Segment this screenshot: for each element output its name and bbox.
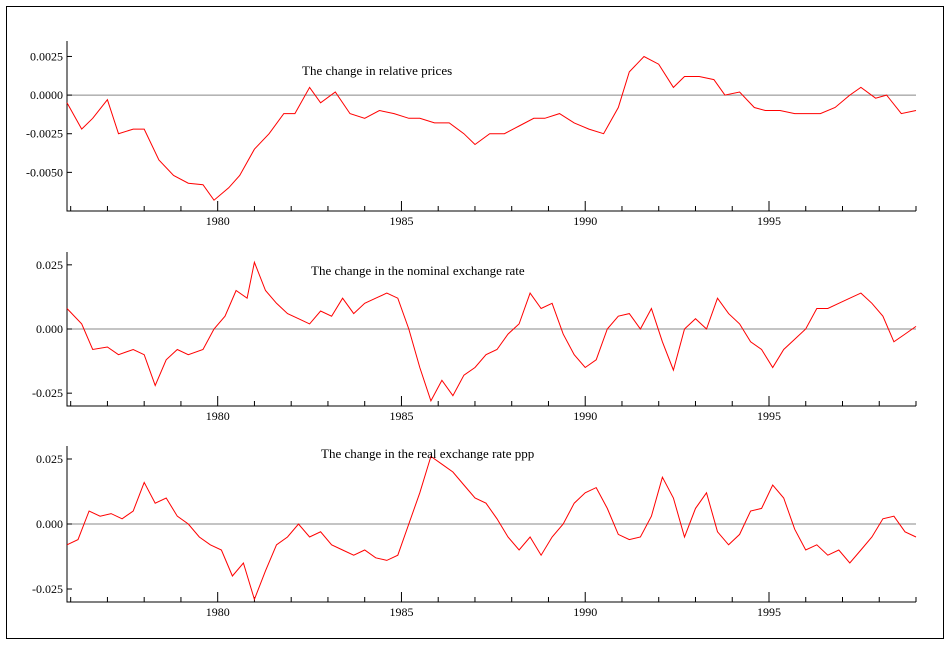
y-tick-label: 0.025 <box>36 258 63 272</box>
series-line <box>66 455 917 601</box>
y-tick-label: -0.025 <box>32 582 63 596</box>
x-tick-label: 1980 <box>206 409 230 423</box>
x-tick-label: 1980 <box>206 214 230 228</box>
y-tick-label: 0.0000 <box>30 88 63 102</box>
plot-area <box>67 41 916 211</box>
x-tick-label: 1995 <box>757 605 781 619</box>
x-tick-label: 1990 <box>573 214 597 228</box>
panel-title: The change in relative prices <box>302 63 452 78</box>
y-axis: 0.025 0.000 -0.025 <box>32 452 72 596</box>
axis-line <box>66 41 916 212</box>
panel-title: The change in the nominal exchange rate <box>311 263 525 278</box>
panel-nominal-exchange-rate: 0.025 0.000 -0.025 1980 1985 1990 1995 The ch… <box>32 252 917 423</box>
x-axis: 1980 1985 1990 1995 <box>70 592 917 619</box>
y-tick-label: -0.025 <box>32 386 63 400</box>
axis-line <box>66 446 916 603</box>
series-line <box>66 260 917 403</box>
y-tick-label: -0.0025 <box>26 127 63 141</box>
x-axis: 1980 1985 1990 1995 <box>70 201 917 228</box>
axis-line <box>66 252 916 407</box>
panel-title: The change in the real exchange rate ppp <box>321 446 534 461</box>
series-line <box>66 55 917 201</box>
x-tick-label: 1995 <box>757 214 781 228</box>
y-tick-label: -0.0050 <box>26 165 63 179</box>
y-tick-label: 0.0025 <box>30 49 63 63</box>
x-axis: 1980 1985 1990 1995 <box>70 396 917 423</box>
x-tick-label: 1985 <box>389 214 413 228</box>
x-tick-label: 1985 <box>389 605 413 619</box>
y-tick-label: 0.000 <box>36 322 63 336</box>
y-axis: 0.0025 0.0000 -0.0025 -0.0050 <box>26 49 72 179</box>
y-tick-label: 0.000 <box>36 517 63 531</box>
x-tick-label: 1985 <box>389 409 413 423</box>
x-tick-label: 1995 <box>757 409 781 423</box>
x-tick-label: 1980 <box>206 605 230 619</box>
x-tick-label: 1990 <box>573 409 597 423</box>
panel-real-exchange-rate: 0.025 0.000 -0.025 1980 1985 1990 1995 The ch… <box>32 446 917 619</box>
chart-frame <box>6 6 944 639</box>
y-tick-label: 0.025 <box>36 452 63 466</box>
y-axis: 0.025 0.000 -0.025 <box>32 258 72 400</box>
x-tick-label: 1990 <box>573 605 597 619</box>
